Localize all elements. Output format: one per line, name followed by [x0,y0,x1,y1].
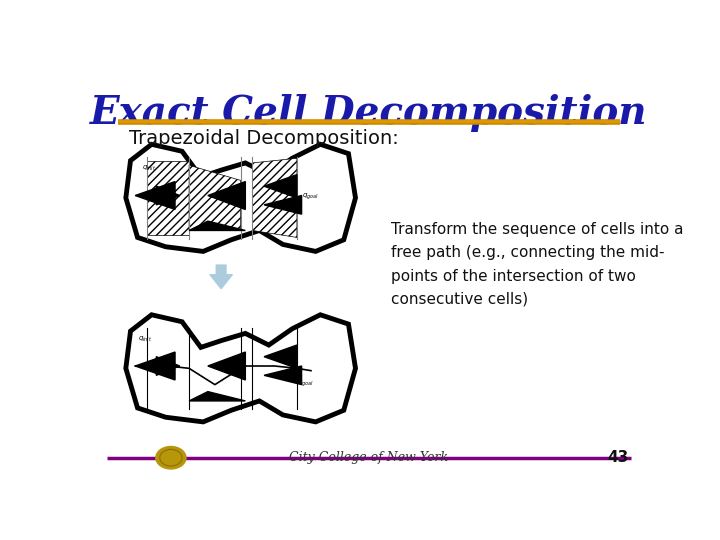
Polygon shape [253,158,297,238]
Polygon shape [208,352,246,380]
Polygon shape [156,357,180,375]
Polygon shape [264,345,297,368]
Text: City College of New York: City College of New York [289,451,449,464]
Text: Transform the sequence of cells into a
free path (e.g., connecting the mid-
poin: Transform the sequence of cells into a f… [392,222,684,307]
Polygon shape [189,392,246,401]
Text: $q_{goal}$: $q_{goal}$ [302,192,318,202]
Text: Exact Cell Decomposition: Exact Cell Decomposition [90,94,648,132]
Text: $q_{init}$: $q_{init}$ [138,334,152,343]
Polygon shape [208,181,246,210]
FancyArrowPatch shape [210,265,233,289]
Polygon shape [189,221,246,231]
Text: 43: 43 [607,450,629,465]
Polygon shape [264,366,302,384]
Text: $q_{goal}$: $q_{goal}$ [297,379,314,389]
Polygon shape [135,181,175,210]
Text: $q_{init}$: $q_{init}$ [143,164,156,173]
Polygon shape [189,165,240,231]
Polygon shape [147,160,189,235]
Polygon shape [126,144,356,252]
Polygon shape [264,195,302,214]
Polygon shape [156,186,180,205]
Polygon shape [135,352,175,380]
Polygon shape [126,315,356,422]
Text: Trapezoidal Decomposition:: Trapezoidal Decomposition: [129,129,399,149]
Circle shape [156,447,186,469]
Polygon shape [264,174,297,198]
